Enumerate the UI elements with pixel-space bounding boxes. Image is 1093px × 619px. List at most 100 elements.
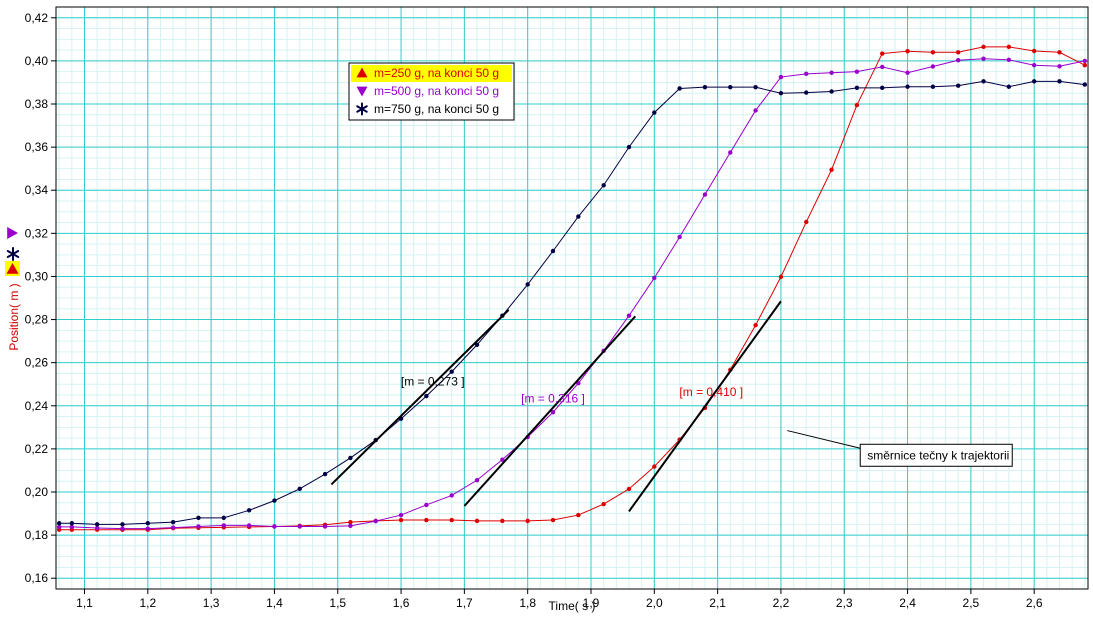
- data-point-m250: [1082, 62, 1088, 68]
- tangent-line-m500: [463, 315, 637, 507]
- y-tick-label: 0,42: [25, 11, 49, 25]
- x-tick-label: 2,3: [836, 596, 853, 610]
- data-point-m250: [449, 517, 454, 523]
- y-tick-label: 0,22: [25, 442, 49, 456]
- data-point-m250: [1006, 44, 1012, 50]
- data-point-m250: [525, 518, 530, 524]
- y-axis-ticks: 0,16 0,18 0,20 0,22 0,24 0,26 0,28 0,30 0,32 0,34…: [25, 11, 56, 585]
- data-point-m750: [778, 91, 784, 96]
- legend[interactable]: m=250 g, na konci 50 g m=500 g, na konci …: [348, 62, 515, 121]
- annotation-text: směrnice tečny k trajektorii: [867, 448, 1009, 462]
- data-point-m500: [373, 518, 378, 524]
- data-point-m250: [398, 517, 404, 523]
- data-point-m500: [322, 524, 328, 529]
- series-line-m750: [59, 80, 1085, 525]
- data-point-m250: [956, 50, 961, 55]
- data-point-m750: [576, 214, 581, 219]
- data-point-m250: [905, 48, 910, 54]
- data-point-m500: [94, 525, 100, 531]
- plot-frame: [55, 6, 1089, 590]
- data-point-m250: [550, 517, 556, 523]
- data-point-m250: [348, 519, 353, 525]
- x-tick-label: 1,8: [519, 596, 536, 610]
- data-point-m250: [778, 274, 784, 280]
- data-point-m500: [474, 477, 480, 483]
- data-point-m500: [120, 526, 125, 531]
- data-point-m500: [880, 64, 885, 70]
- x-tick-label: 1,2: [139, 596, 156, 610]
- data-point-m750: [170, 519, 176, 525]
- axis-marker-m750-stroke: [6, 250, 20, 258]
- data-point-m750: [69, 521, 75, 526]
- legend-marker-m500: [356, 86, 368, 97]
- data-point-m750: [829, 89, 834, 94]
- data-point-m750: [1082, 82, 1088, 87]
- data-point-m250: [854, 102, 860, 108]
- data-point-m500: [956, 58, 961, 63]
- data-point-m500: [753, 108, 758, 113]
- data-point-m250: [500, 518, 505, 524]
- y-tick-label: 0,36: [25, 140, 49, 154]
- legend-label-m500: m=500 g, na konci 50 g: [374, 84, 499, 98]
- x-tick-label: 1,6: [393, 596, 410, 610]
- data-point-m750: [322, 471, 328, 477]
- data-point-m500: [348, 523, 353, 529]
- axis-marker-m250: [6, 263, 19, 274]
- data-point-m500: [398, 512, 404, 518]
- data-point-m250: [981, 44, 986, 50]
- data-point-m500: [778, 74, 784, 80]
- data-point-m250: [880, 51, 885, 56]
- data-point-m750: [677, 86, 682, 91]
- y-tick-label: 0,30: [25, 269, 49, 283]
- data-point-m750: [626, 144, 632, 150]
- slope-label-m500: [m = 0,316 ]: [521, 392, 585, 406]
- legend-label-m750: m=750 g, na konci 50 g: [374, 102, 499, 116]
- data-point-m750: [145, 521, 151, 526]
- data-point-m750: [1057, 79, 1062, 84]
- data-point-m250: [829, 167, 834, 172]
- data-point-m500: [196, 524, 201, 529]
- data-point-m500: [702, 192, 708, 197]
- data-point-m250: [424, 517, 429, 523]
- data-point-m750: [804, 90, 809, 95]
- data-point-m500: [677, 234, 682, 240]
- x-tick-label: 1,3: [203, 596, 220, 610]
- legend-marker-m750: [356, 102, 368, 116]
- y-tick-label: 0,18: [25, 528, 49, 542]
- axis-marker-m500: [7, 227, 18, 239]
- data-point-m750: [981, 79, 986, 84]
- x-axis-ticks: 1,1 1,2 1,3 1,4 1,5 1,6 1,7 1,8 1,9 2,0 2,1 2,2 2,3 2…: [76, 589, 1043, 610]
- data-point-m500: [905, 70, 910, 75]
- data-point-m500: [728, 150, 733, 155]
- data-point-m250: [626, 486, 632, 492]
- data-point-m500: [56, 524, 62, 530]
- data-point-m750: [702, 84, 708, 90]
- data-point-m500: [1082, 58, 1088, 64]
- y-tick-label: 0,20: [25, 485, 49, 499]
- y-tick-label: 0,32: [25, 226, 49, 240]
- tangent-line-m750: [330, 309, 510, 486]
- y-tick-label: 0,38: [25, 97, 49, 111]
- data-point-m750: [1006, 84, 1012, 89]
- data-point-m500: [424, 502, 429, 508]
- data-point-m500: [1031, 62, 1037, 68]
- axis-marker-m750: [6, 247, 20, 261]
- data-point-m250: [753, 322, 758, 328]
- legend-label-m250: m=250 g, na konci 50 g: [374, 66, 499, 80]
- data-point-m500: [246, 523, 252, 528]
- y-axis-series-markers: [5, 227, 20, 276]
- slope-label-m250: [m = 0,410 ]: [679, 385, 743, 399]
- data-point-m750: [728, 84, 733, 90]
- x-tick-label: 2,6: [1026, 596, 1043, 610]
- x-axis-title: Time( s ): [549, 599, 596, 613]
- data-point-m750: [1031, 79, 1037, 84]
- series-layer: [56, 44, 1088, 532]
- annotation-box: [859, 443, 1013, 467]
- legend-highlight: [351, 65, 512, 82]
- data-point-m750: [196, 515, 201, 521]
- series-line-m250: [59, 46, 1086, 531]
- data-point-m250: [576, 512, 581, 518]
- data-point-m250: [1031, 48, 1037, 54]
- data-point-m750: [880, 85, 885, 91]
- data-point-m500: [170, 525, 176, 530]
